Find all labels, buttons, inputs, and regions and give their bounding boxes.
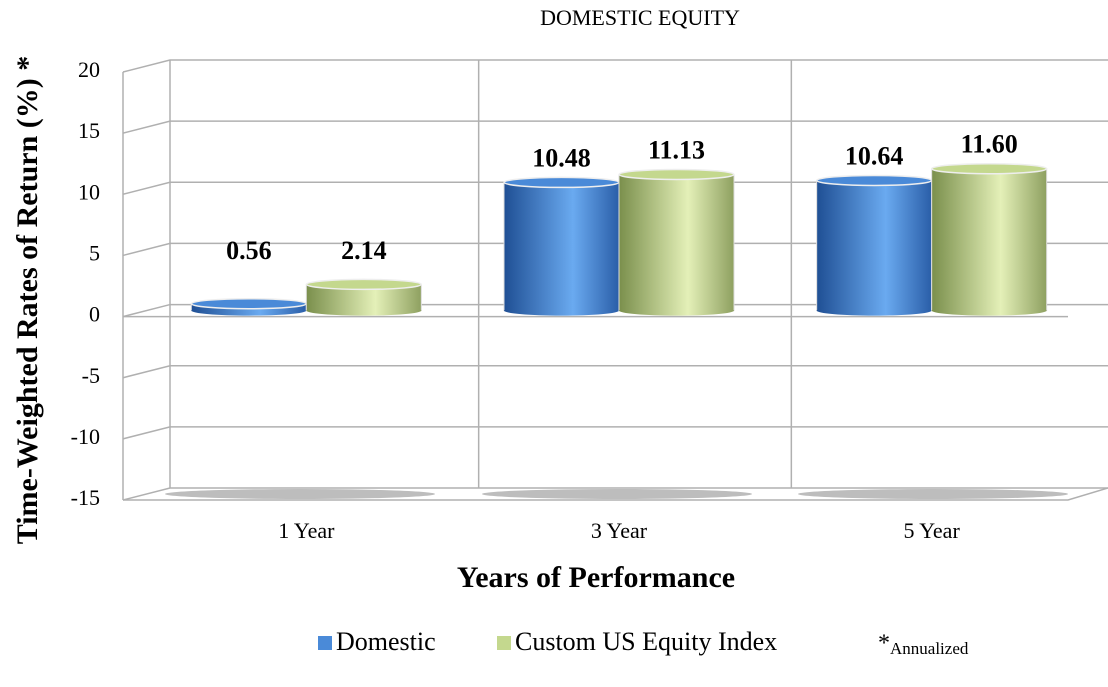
- y-tick-label: -10: [71, 424, 100, 449]
- legend: Domestic Custom US Equity Index * Annualize…: [318, 627, 969, 658]
- x-axis-title: Years of Performance: [457, 561, 735, 594]
- bar-base: [504, 305, 619, 316]
- legend-label: Domestic: [336, 627, 436, 656]
- bar-cap: [190, 297, 308, 310]
- grid-line: [122, 426, 1108, 440]
- bar-cap: [618, 168, 735, 181]
- annotation: *: [878, 631, 890, 657]
- bar-base: [816, 305, 932, 316]
- bar: [618, 173, 735, 312]
- data-label: 10.48: [532, 143, 591, 172]
- bar: [503, 181, 620, 312]
- floor-shadows: [165, 489, 1068, 499]
- bar: [931, 168, 1048, 312]
- data-label: 2.14: [341, 236, 387, 265]
- y-tick-label: 20: [78, 57, 100, 82]
- grid-line: [122, 303, 1108, 318]
- bar-cap: [503, 176, 620, 189]
- annotation: Annualized: [890, 639, 969, 658]
- y-tick-label: 10: [78, 179, 100, 204]
- grid-line: [122, 59, 1108, 73]
- legend-label: Custom US Equity Index: [515, 627, 777, 656]
- data-label: 0.56: [226, 236, 272, 265]
- grid-line: [122, 487, 1108, 501]
- grid-line: [122, 181, 1108, 196]
- bar-cap: [305, 278, 423, 291]
- bar-base: [931, 305, 1047, 316]
- chart-title: DOMESTIC EQUITY: [540, 5, 740, 30]
- bar-base: [619, 305, 734, 316]
- legend-swatch: [497, 636, 511, 650]
- y-tick-label: -5: [82, 363, 100, 388]
- bar-base: [306, 305, 422, 316]
- y-tick-label: 5: [89, 240, 100, 265]
- legend-swatch: [318, 636, 332, 650]
- y-tick-label: 0: [89, 302, 100, 327]
- x-tick-label: 1 Year: [278, 518, 335, 543]
- y-tick-label: -15: [71, 485, 100, 510]
- floor: [123, 487, 1108, 501]
- grid-line: [122, 120, 1108, 134]
- grid-line: [122, 364, 1108, 379]
- grid-line: [122, 242, 1108, 257]
- x-tick-label: 5 Year: [904, 518, 961, 543]
- x-tick-label: 3 Year: [591, 518, 648, 543]
- y-axis-title: Time-Weighted Rates of Return (%) *: [11, 56, 44, 545]
- data-label: 11.60: [961, 130, 1018, 159]
- data-label: 11.13: [648, 135, 705, 164]
- bar: [816, 179, 933, 312]
- bar-cap: [815, 174, 933, 187]
- y-tick-label: 15: [78, 118, 100, 143]
- data-label: 10.64: [845, 141, 904, 170]
- bar-cap: [930, 162, 1048, 175]
